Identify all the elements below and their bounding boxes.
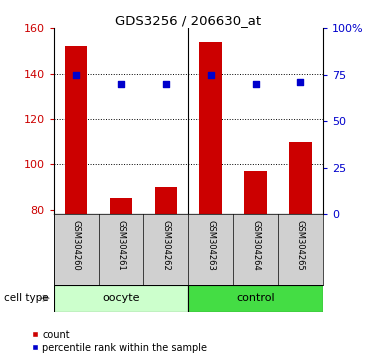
Text: cell type: cell type (4, 293, 48, 303)
Bar (200, 42, 222, 214)
Point (208, 72, 214, 78)
Text: GSM304262: GSM304262 (161, 220, 170, 270)
Text: GSM304264: GSM304264 (251, 220, 260, 270)
Point (163, 81, 169, 87)
Text: GSM304261: GSM304261 (116, 220, 125, 270)
Point (118, 81, 124, 87)
Text: GSM304260: GSM304260 (72, 220, 81, 270)
Text: GSM304265: GSM304265 (296, 220, 305, 270)
Text: control: control (236, 293, 275, 303)
Text: GSM304263: GSM304263 (206, 220, 215, 271)
Bar (65, 46, 88, 214)
Legend: count, percentile rank within the sample: count, percentile rank within the sample (31, 330, 207, 353)
Text: oocyte: oocyte (102, 293, 140, 303)
Bar (155, 187, 177, 214)
Point (298, 79, 303, 85)
Bar (188, 285, 323, 312)
Bar (289, 142, 312, 214)
Point (73, 72, 79, 78)
Bar (110, 198, 132, 214)
Bar (54, 285, 188, 312)
Point (253, 81, 259, 87)
Title: GDS3256 / 206630_at: GDS3256 / 206630_at (115, 14, 261, 27)
Bar (244, 171, 267, 214)
